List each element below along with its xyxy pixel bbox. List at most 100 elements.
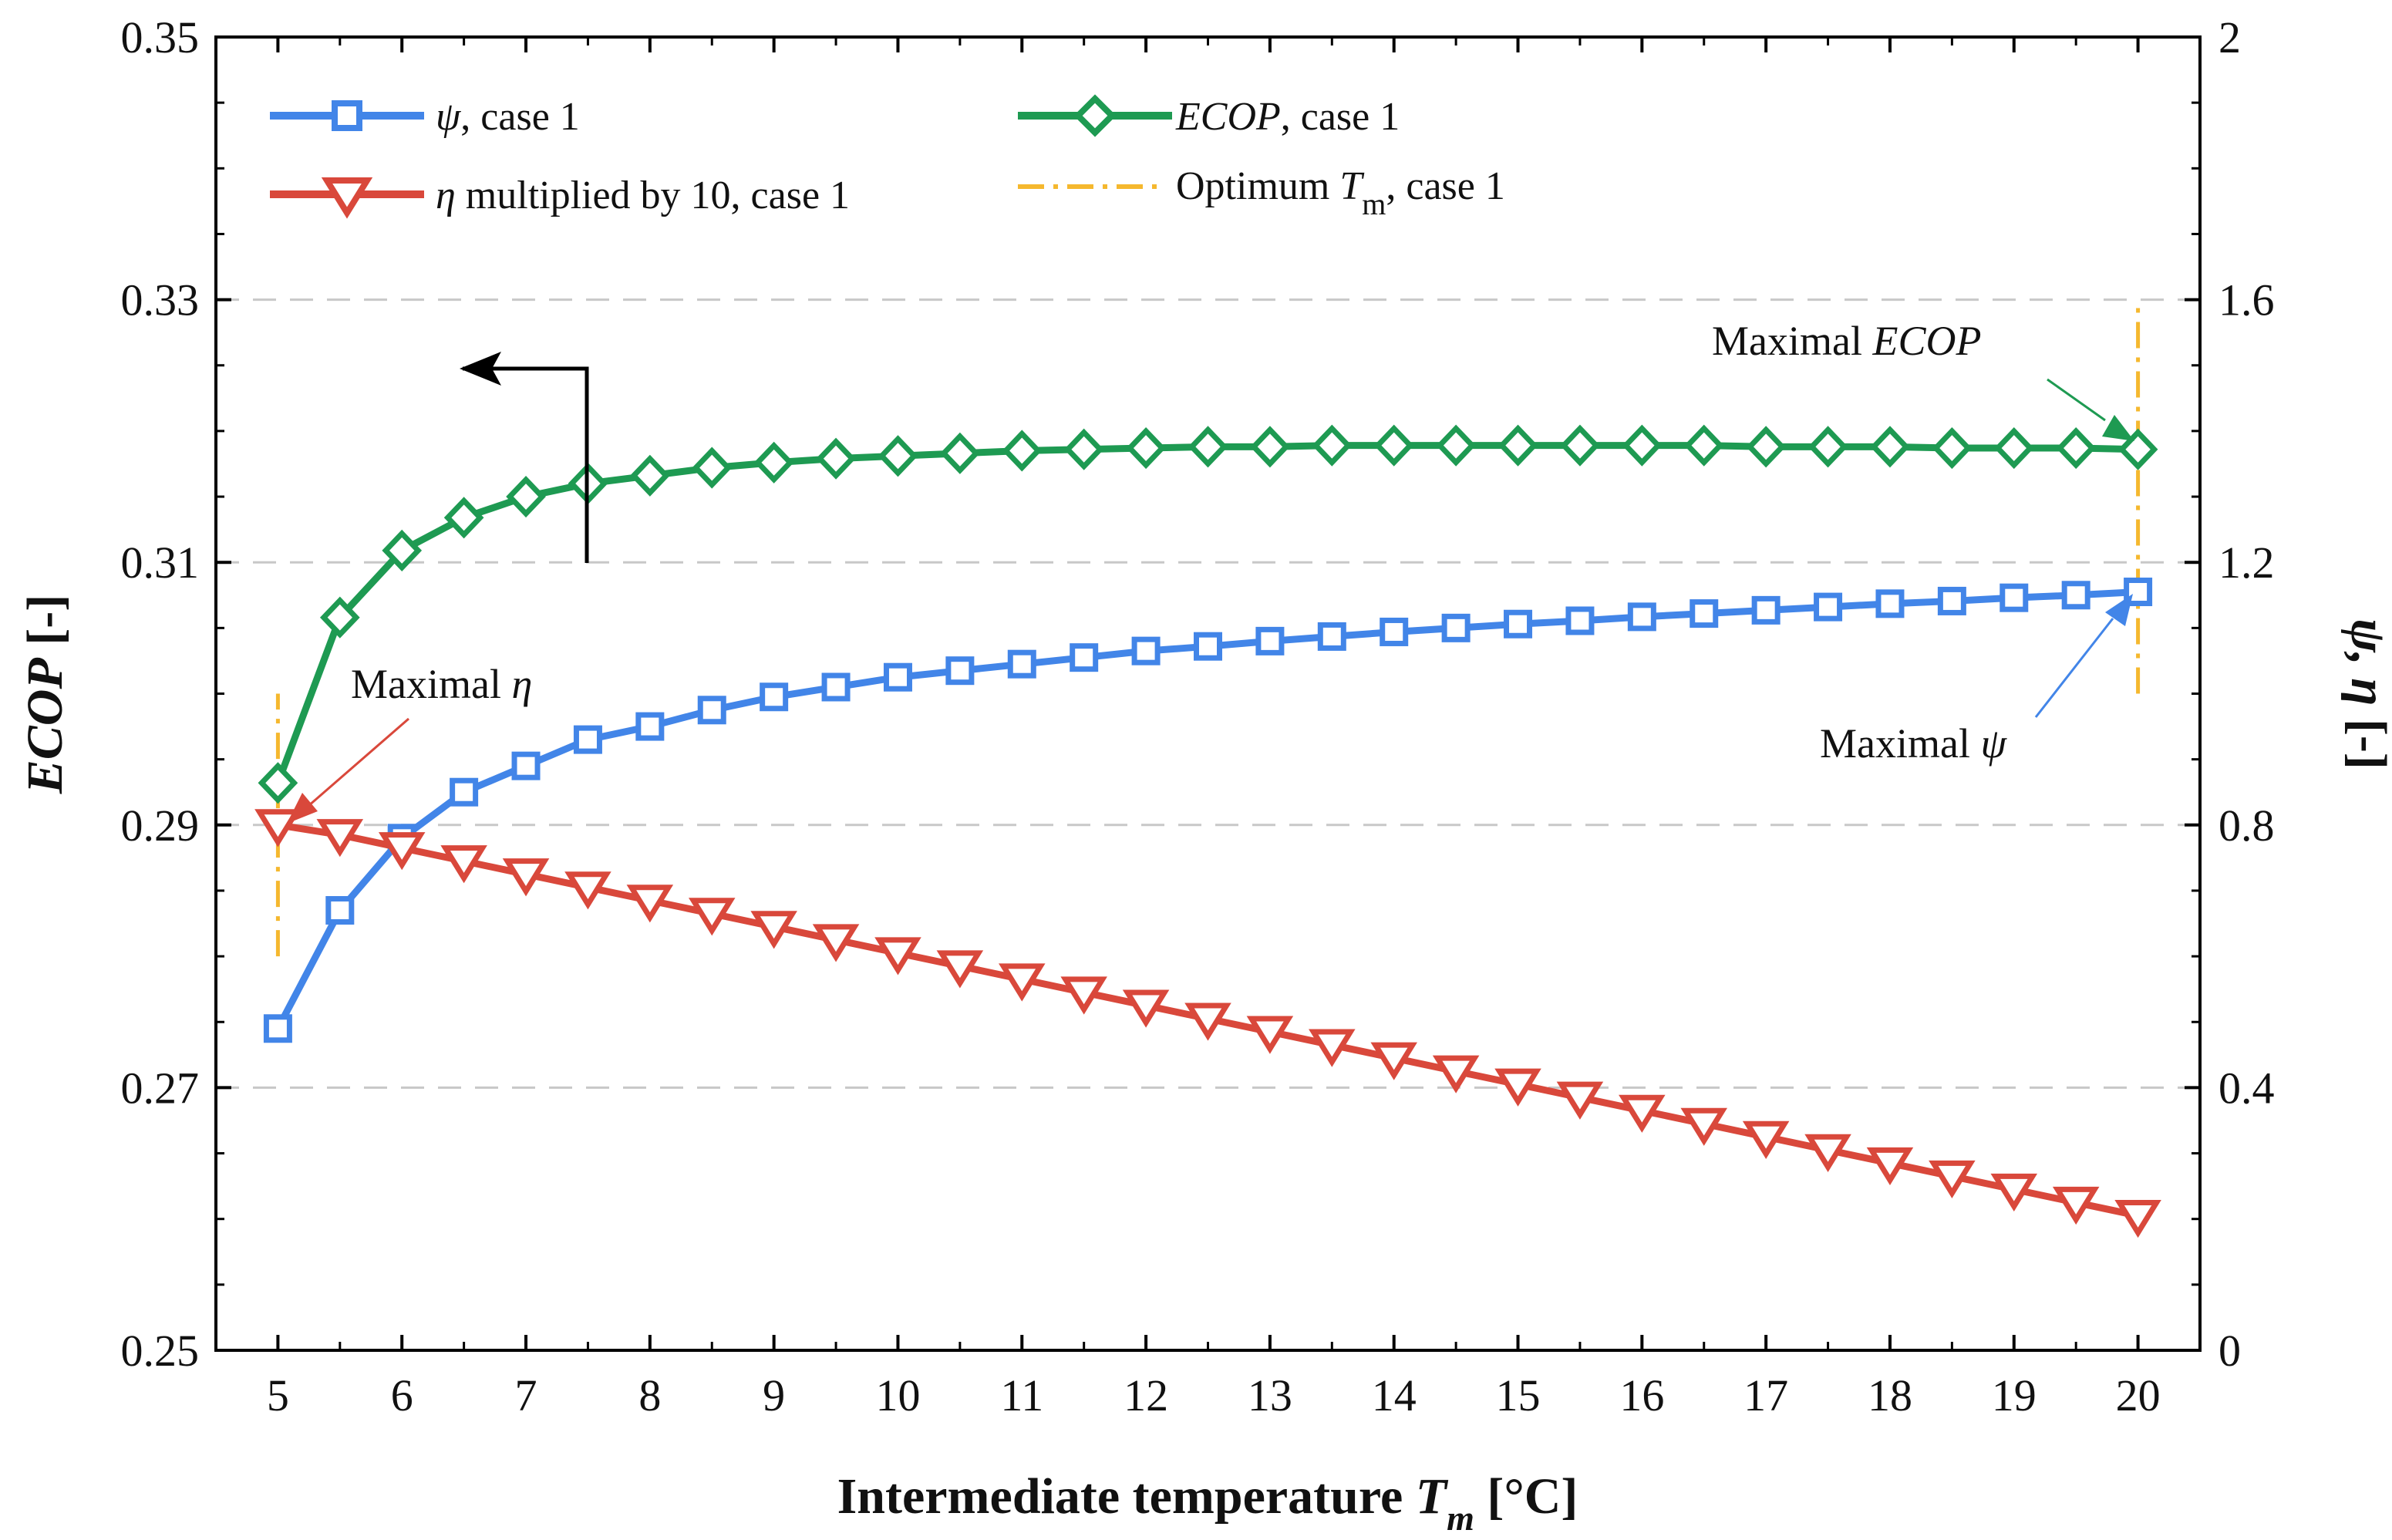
x-tick-label: 17 <box>1743 1370 1788 1420</box>
x-tick-label: 9 <box>763 1370 785 1420</box>
data-point <box>1498 424 1538 467</box>
legend-ecop: ECOP, case 1 <box>1018 94 1400 139</box>
data-point <box>1866 1147 1914 1185</box>
svg-text:ECOP, case 1: ECOP, case 1 <box>1175 95 1400 139</box>
data-point <box>1990 1173 2038 1212</box>
data-point <box>573 725 602 754</box>
data-point <box>1494 1068 1541 1107</box>
x-tick-label: 15 <box>1496 1370 1541 1420</box>
data-point <box>2056 426 2097 470</box>
data-point <box>630 454 670 497</box>
data-point <box>692 446 733 489</box>
data-point <box>502 858 550 897</box>
y-right-tick-label: 2 <box>2218 12 2241 62</box>
x-tick-label: 10 <box>875 1370 920 1420</box>
annotation-maximal-eta: Maximal η <box>287 661 532 824</box>
data-point <box>1804 1134 1851 1172</box>
x-tick-label: 13 <box>1248 1370 1292 1420</box>
data-point <box>1373 424 1414 467</box>
x-tick-label: 11 <box>1000 1370 1043 1420</box>
data-point <box>1807 426 1848 468</box>
data-point <box>1255 626 1285 655</box>
data-point <box>883 662 912 692</box>
data-point <box>564 871 611 910</box>
data-point <box>2117 428 2158 470</box>
data-point <box>382 529 423 571</box>
data-point <box>2114 1199 2161 1238</box>
data-point <box>1619 1094 1666 1133</box>
data-point <box>1937 586 1966 615</box>
data-point <box>1317 622 1346 651</box>
data-point <box>750 911 797 949</box>
data-point <box>760 682 789 712</box>
data-point <box>1556 1081 1604 1120</box>
data-point <box>2061 581 2090 610</box>
y-right-tick-label: 1.2 <box>2218 537 2275 588</box>
data-point <box>378 832 426 871</box>
annotation-maximal-ecop: Maximal ECOP <box>1712 318 2134 441</box>
data-point <box>258 762 298 804</box>
data-point <box>2000 583 2029 612</box>
x-tick-label: 6 <box>391 1370 413 1420</box>
optimum-lines <box>275 299 2141 957</box>
data-point <box>1441 613 1471 642</box>
data-point <box>1002 430 1043 472</box>
legend-optimum: Optimum Tm, case 1 <box>1018 164 1505 221</box>
data-point <box>1627 602 1656 632</box>
x-tick-label: 20 <box>2116 1370 2161 1420</box>
data-point <box>1436 424 1476 467</box>
data-point <box>2052 1186 2100 1225</box>
data-point <box>1250 426 1290 468</box>
data-point <box>1122 989 1170 1028</box>
y-right-tick-label: 1.6 <box>2218 275 2275 325</box>
data-point <box>1742 1120 1790 1159</box>
y-right-axis-title: ψ, η [-] <box>2340 618 2392 770</box>
data-point <box>1875 589 1905 618</box>
data-point <box>626 885 674 923</box>
svg-text:Optimum Tm, case 1: Optimum Tm, case 1 <box>1176 164 1505 221</box>
svg-text:η multiplied by 10, case 1: η multiplied by 10, case 1 <box>436 174 850 217</box>
data-point <box>874 937 921 976</box>
data-point <box>697 696 726 725</box>
data-point <box>1929 1160 1976 1199</box>
x-tick-label: 5 <box>267 1370 289 1420</box>
data-point <box>254 809 302 848</box>
y-left-tick-label: 0.29 <box>121 800 200 851</box>
axis-ticks: 5 6 7 8 9 10 11 12 13 14 15 16 17 18 19 200.250.270.290… <box>121 12 2275 1420</box>
data-point <box>1814 592 1843 622</box>
data-point <box>1560 424 1600 467</box>
data-point <box>936 950 984 989</box>
data-point <box>450 777 479 807</box>
series-eta <box>254 809 2161 1238</box>
data-point <box>506 475 546 518</box>
data-point <box>1993 426 2034 470</box>
x-tick-label: 12 <box>1124 1370 1168 1420</box>
legend-psi: ψ, case 1 <box>270 95 580 139</box>
data-point <box>753 441 794 484</box>
data-point <box>812 924 860 962</box>
y-left-tick-label: 0.31 <box>121 537 200 588</box>
data-point <box>316 819 364 858</box>
data-point <box>1622 424 1663 467</box>
data-point <box>1060 976 1107 1015</box>
y-left-axis-title: ECOP [-] <box>17 595 73 794</box>
data-point <box>1432 1055 1480 1094</box>
y-left-tick-label: 0.27 <box>121 1063 200 1113</box>
data-point <box>1751 595 1781 625</box>
data-point <box>821 672 851 702</box>
data-point <box>1380 617 1409 646</box>
data-point <box>940 432 980 474</box>
data-point <box>1188 426 1228 468</box>
data-point <box>1246 1016 1294 1054</box>
x-tick-label: 19 <box>1992 1370 2037 1420</box>
data-point <box>2124 578 2153 607</box>
svg-text:Maximal ECOP: Maximal ECOP <box>1712 318 1981 364</box>
data-point <box>1565 606 1595 635</box>
x-tick-label: 7 <box>515 1370 537 1420</box>
data-point <box>1690 599 1719 628</box>
data-point <box>878 435 918 477</box>
data-point <box>443 497 484 539</box>
y-left-tick-label: 0.35 <box>121 12 200 62</box>
y-right-tick-label: 0.8 <box>2218 800 2275 851</box>
